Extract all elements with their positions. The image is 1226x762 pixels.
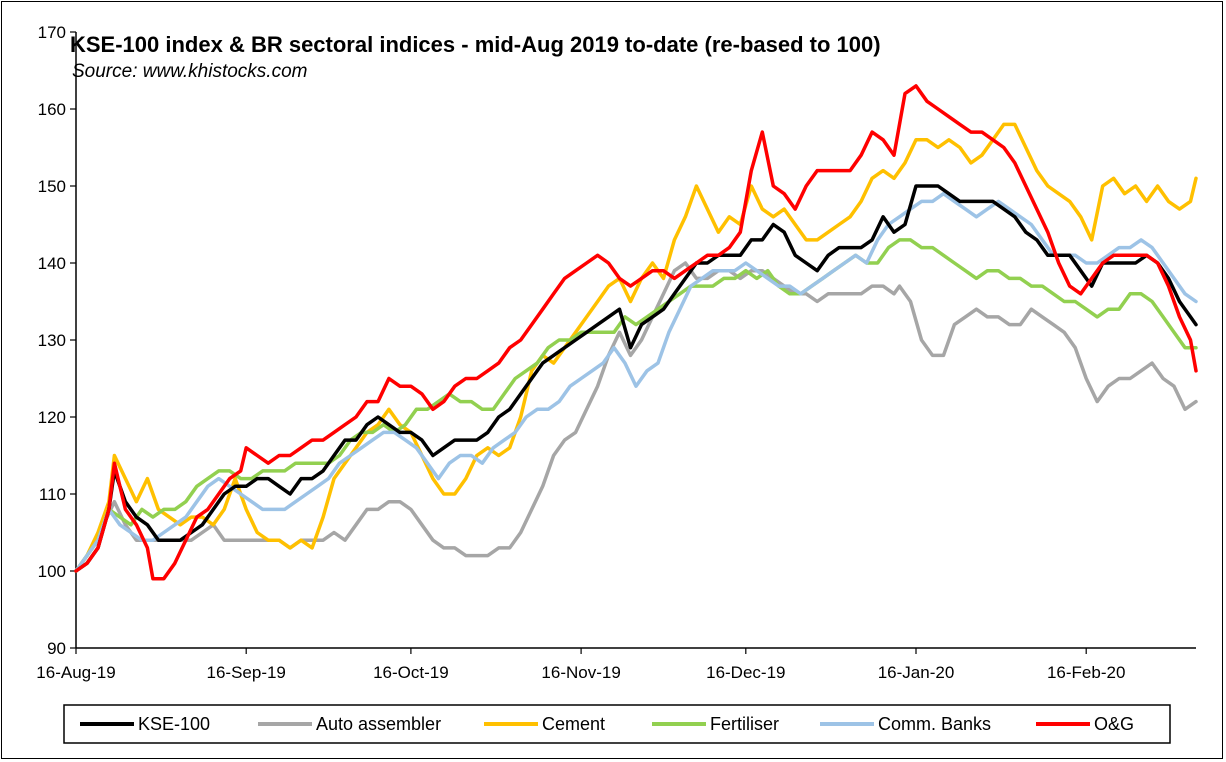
series-lines xyxy=(74,84,1198,581)
x-tick-label: 16-Nov-19 xyxy=(541,663,620,682)
y-tick-label: 130 xyxy=(38,331,66,350)
y-tick-label: 120 xyxy=(38,408,66,427)
series-line-fertiliser xyxy=(74,238,1198,573)
chart-subtitle: Source: www.khistocks.com xyxy=(72,61,307,82)
series-line-kse-100 xyxy=(74,184,1198,573)
y-tick-label: 100 xyxy=(38,562,66,581)
series-line-o-g xyxy=(74,84,1198,581)
y-tick-label: 90 xyxy=(47,639,66,658)
y-tick-label: 150 xyxy=(38,177,66,196)
axes: 90 100 110 120 130 140 150 160 170 16-Aug-19 16-Se… xyxy=(36,23,1196,682)
x-tick-label: 16-Aug-19 xyxy=(36,663,115,682)
series-line-auto-assembler xyxy=(74,261,1198,573)
legend-label-cement: Cement xyxy=(542,714,605,734)
legend-label-kse-100: KSE-100 xyxy=(138,714,210,734)
series-line-cement xyxy=(74,122,1198,573)
x-tick-label: 16-Jan-20 xyxy=(878,663,955,682)
legend-label-o-g: O&G xyxy=(1094,714,1134,734)
y-tick-label: 110 xyxy=(39,485,66,504)
legend-label-auto-assembler: Auto assembler xyxy=(316,714,441,734)
y-tick-label: 170 xyxy=(38,23,66,42)
y-tick-label: 160 xyxy=(38,100,66,119)
x-tick-label: 16-Oct-19 xyxy=(373,663,449,682)
x-tick-label: 16-Feb-20 xyxy=(1047,663,1125,682)
legend: KSE-100 Auto assembler Cement Fertiliser Com… xyxy=(63,704,1171,744)
legend-label-comm-banks: Comm. Banks xyxy=(878,714,991,734)
x-tick-label: 16-Sep-19 xyxy=(207,663,286,682)
legend-box xyxy=(63,704,1171,744)
chart-title: KSE-100 index & BR sectoral indices - mi… xyxy=(70,32,881,57)
legend-label-fertiliser: Fertiliser xyxy=(710,714,779,734)
y-tick-label: 140 xyxy=(38,254,66,273)
x-tick-label: 16-Dec-19 xyxy=(706,663,785,682)
series-line-comm-banks xyxy=(74,191,1198,573)
